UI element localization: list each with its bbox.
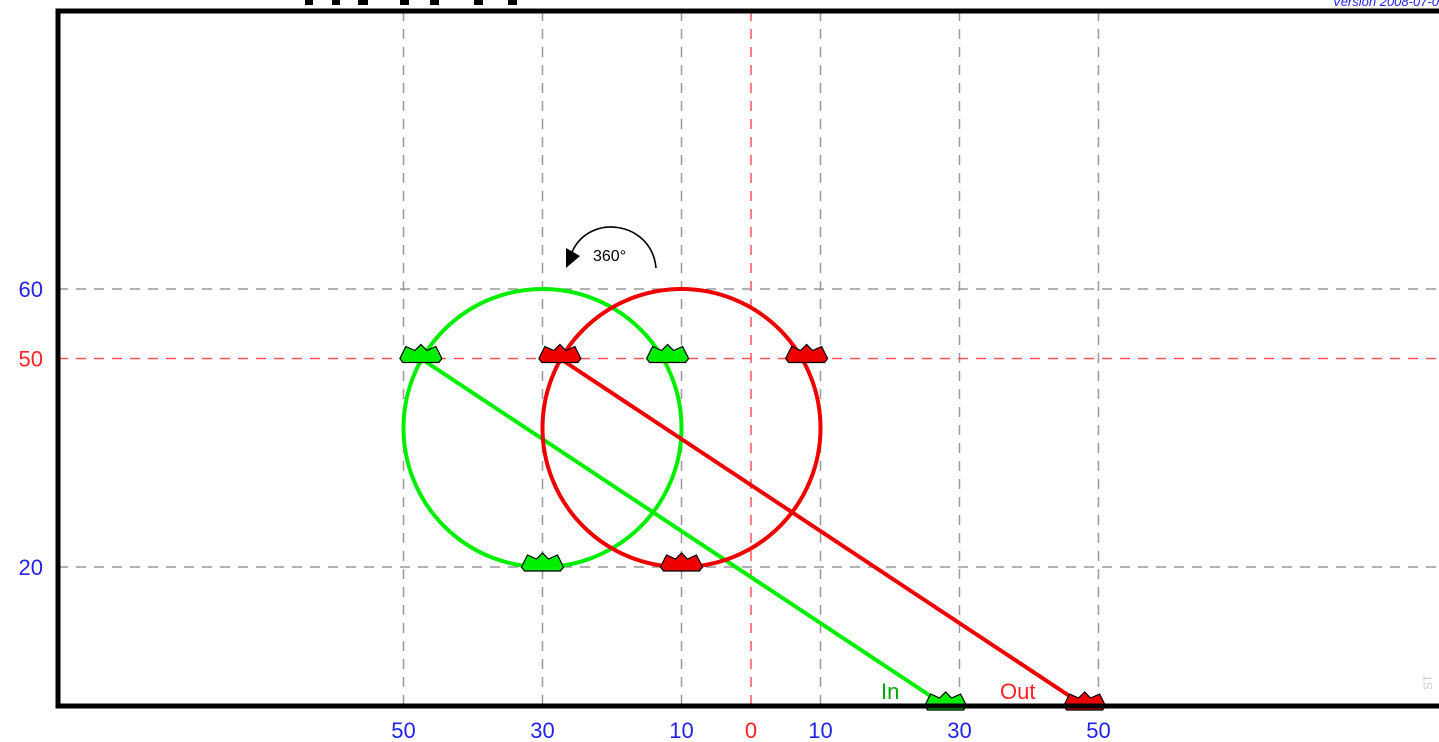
in-marker [520, 552, 565, 572]
x-tick-label: 50 [391, 718, 415, 742]
in-marker [645, 343, 690, 364]
diagram-frame [55, 8, 1439, 709]
sensor-markers [399, 343, 1107, 711]
out-marker [538, 343, 582, 364]
y-tick-label: 20 [19, 555, 43, 580]
x-tick-label: 50 [1086, 718, 1110, 742]
out-marker [659, 552, 704, 572]
grid-lines [58, 11, 1439, 706]
axis-tick-labels: 50 30 10 0 10 30 50 60 50 20 [19, 277, 1111, 742]
rotation-arrow-icon [566, 226, 657, 269]
in-marker [399, 343, 443, 364]
rotation-label: 360° [593, 248, 626, 265]
geometry [401, 287, 1086, 708]
y-tick-label: 50 [19, 347, 43, 372]
x-tick-label: 0 [745, 718, 757, 742]
x-tick-label: 30 [947, 718, 971, 742]
x-tick-label: 10 [669, 718, 693, 742]
in-line [419, 356, 947, 708]
out-label: Out [1000, 679, 1035, 704]
y-tick-label: 60 [19, 277, 43, 302]
in-label: In [881, 679, 899, 704]
x-tick-label: 10 [808, 718, 832, 742]
version-text: Version 2008-07-0 [1333, 0, 1439, 9]
out-line [558, 356, 1086, 708]
out-marker [784, 343, 829, 364]
x-tick-label: 30 [530, 718, 554, 742]
cropped-title-fragment [305, 0, 517, 5]
watermark-text: ST [1421, 674, 1435, 690]
